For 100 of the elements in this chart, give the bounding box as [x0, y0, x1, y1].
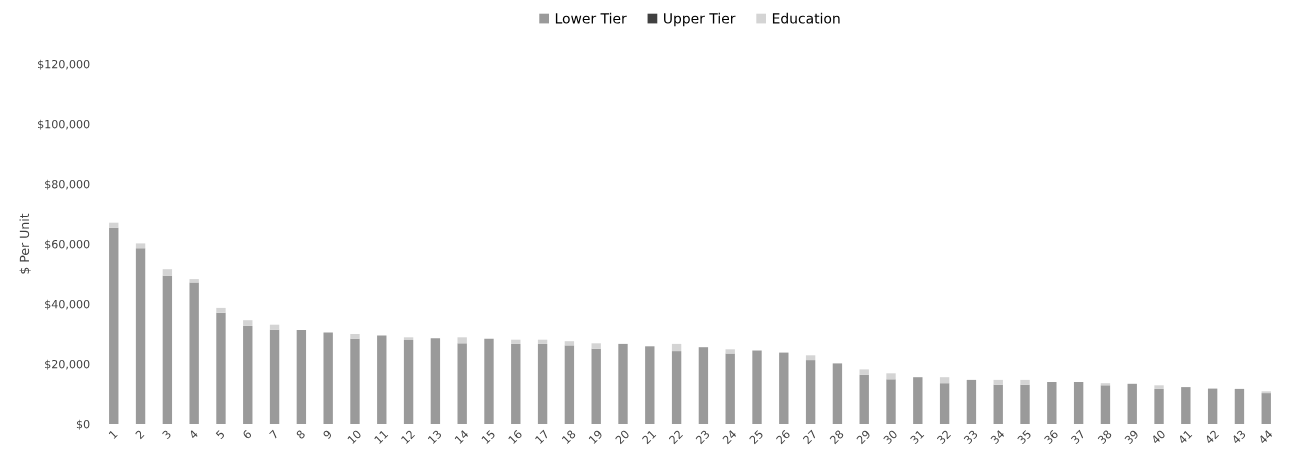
bar — [886, 373, 896, 380]
bar — [564, 341, 575, 346]
bar — [216, 307, 226, 313]
bar — [1181, 387, 1191, 424]
bar — [216, 312, 226, 424]
x-tick-label: 33 — [963, 429, 979, 445]
x-tick-label: 30 — [882, 429, 898, 445]
bar — [1234, 388, 1245, 424]
bar — [430, 338, 441, 424]
x-tick-label: 10 — [347, 429, 362, 445]
x-tick-label: 8 — [295, 429, 306, 440]
bar — [350, 338, 360, 424]
bar — [725, 353, 735, 424]
bar — [832, 363, 843, 424]
bar — [939, 377, 950, 384]
x-tick-label: 14 — [454, 429, 469, 444]
x-tick-label: 6 — [242, 429, 253, 440]
bar — [618, 343, 628, 424]
x-tick-label: 28 — [829, 429, 845, 445]
bar — [993, 384, 1003, 424]
x-tick-label: 5 — [215, 429, 226, 440]
bar — [1207, 388, 1218, 424]
bar — [805, 360, 816, 424]
x-tick-label: 40 — [1150, 429, 1166, 445]
bar — [377, 335, 387, 424]
bar — [966, 379, 977, 424]
x-tick-label: 31 — [909, 429, 925, 445]
bar — [993, 379, 1003, 385]
x-tick-label: 39 — [1124, 429, 1139, 445]
bar — [296, 330, 307, 424]
bar — [484, 338, 494, 424]
bar — [135, 243, 146, 249]
x-tick-label: 18 — [561, 429, 577, 445]
x-tick-label: 36 — [1043, 429, 1059, 445]
bar — [189, 282, 199, 424]
bar — [725, 349, 735, 354]
x-tick-label: 32 — [936, 429, 952, 445]
x-tick-label: 15 — [481, 429, 496, 445]
x-tick-label: 13 — [427, 429, 443, 445]
y-tick-label: $100,000 — [38, 119, 90, 130]
bar — [162, 269, 173, 276]
bar — [698, 347, 709, 424]
x-tick-label: 35 — [1016, 429, 1032, 445]
bar — [671, 351, 682, 424]
y-tick-label: $40,000 — [45, 299, 90, 310]
bar — [564, 345, 575, 424]
x-tick-label: 26 — [775, 429, 791, 445]
x-tick-label: 2 — [134, 429, 145, 440]
x-tick-label: 19 — [588, 429, 603, 445]
bar — [403, 337, 414, 340]
bar — [591, 343, 601, 349]
bar — [1020, 379, 1030, 385]
x-tick-label: 41 — [1177, 429, 1193, 445]
x-tick-label: 12 — [400, 429, 415, 444]
x-tick-label: 20 — [614, 429, 630, 445]
y-tick-label: $0 — [76, 419, 90, 430]
bar — [1100, 385, 1111, 424]
x-tick-label: 7 — [269, 429, 279, 440]
bar — [805, 355, 816, 361]
bar — [350, 334, 360, 339]
bar — [1020, 384, 1030, 424]
x-tick-label: 16 — [507, 429, 523, 445]
x-tick-label: 37 — [1070, 429, 1086, 445]
bar — [779, 352, 789, 424]
bar — [457, 337, 467, 344]
bar — [162, 275, 173, 424]
x-tick-label: 1 — [108, 429, 118, 439]
x-tick-label: 11 — [374, 429, 389, 444]
bar — [243, 320, 253, 326]
bar — [1261, 393, 1271, 424]
x-tick-label: 24 — [722, 429, 737, 445]
bar — [1154, 388, 1164, 424]
bar — [537, 343, 548, 424]
bar — [1073, 382, 1084, 424]
legend-label: Lower Tier — [555, 12, 627, 24]
bar — [859, 369, 869, 375]
bar — [269, 329, 280, 424]
legend-label: Education — [772, 12, 840, 24]
x-tick-label: 17 — [534, 429, 550, 444]
x-tick-label: 3 — [161, 429, 172, 440]
bar — [645, 346, 655, 424]
x-tick-label: 22 — [668, 429, 683, 445]
bar — [511, 343, 521, 424]
x-tick-label: 44 — [1258, 429, 1273, 445]
bar — [671, 343, 682, 352]
bar — [1100, 383, 1111, 386]
y-tick-label: $120,000 — [38, 59, 90, 70]
bar — [511, 339, 521, 344]
x-tick-label: 38 — [1097, 429, 1113, 445]
y-tick-label: $80,000 — [45, 179, 90, 190]
bar — [323, 332, 333, 424]
bar — [269, 324, 280, 330]
bar — [537, 339, 548, 344]
x-tick-label: 9 — [322, 429, 333, 440]
x-tick-label: 42 — [1204, 429, 1220, 445]
bar — [189, 279, 199, 283]
x-tick-label: 23 — [695, 429, 711, 445]
bar — [457, 343, 467, 424]
bar — [109, 227, 119, 424]
bar — [1127, 383, 1137, 424]
